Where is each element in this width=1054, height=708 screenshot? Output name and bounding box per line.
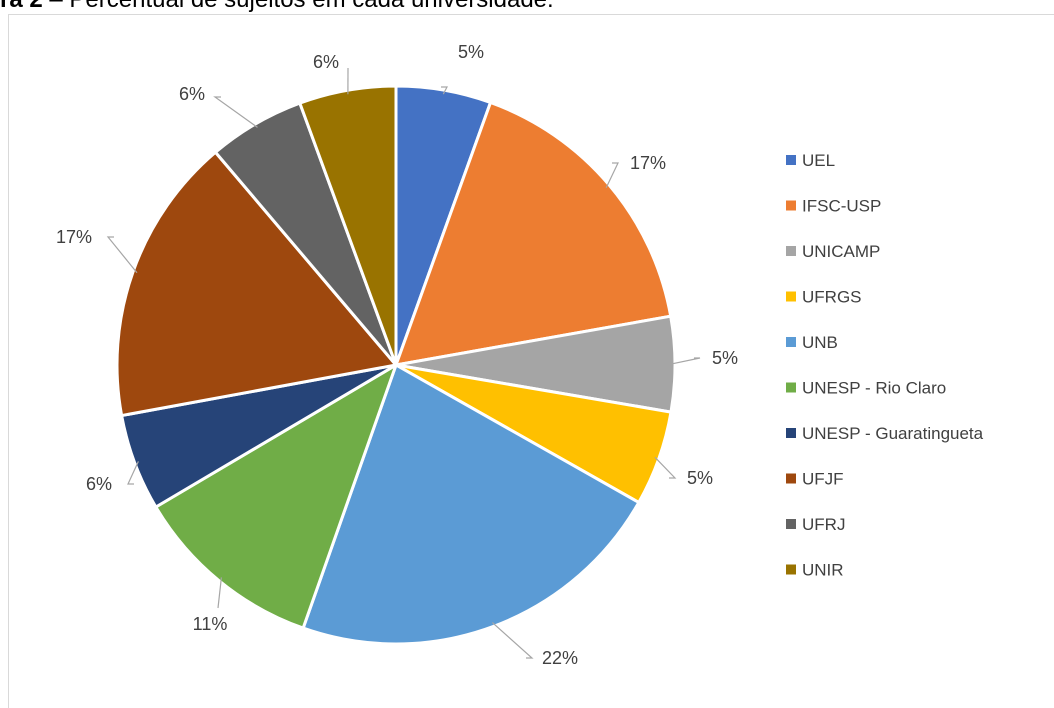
legend-swatch-unb [786,337,796,347]
data-label-unb: 22% [542,648,578,668]
leader-line-ifsc-usp [605,162,619,188]
legend-label-ufjf: UFJF [802,470,844,489]
figure-title-text: Percentual de sujeitos em cada universid… [69,0,553,13]
legend-swatch-ifsc-usp [786,200,796,211]
data-label-unesp-guaratingueta: 6% [86,474,112,494]
leader-line-ufrgs [654,456,677,479]
chart-frame [8,14,1054,708]
legend-label-uel: UEL [802,151,835,170]
leader-line-unesp-rio-claro [217,577,222,609]
data-label-ufjf: 17% [56,227,92,247]
legend-label-ifsc-usp: IFSC-USP [802,197,881,216]
pie-slice-ifsc-usp [394,100,673,367]
legend-swatch-unir [786,564,796,575]
leader-line-unesp-guaratingueta [127,461,139,485]
pie-slice-unir [298,84,398,367]
data-label-ufrj: 6% [179,84,205,104]
figure-title: ra 2 – Percentual de sujeitos em cada un… [0,0,554,16]
legend-label-unesp-rio-claro: UNESP - Rio Claro [802,379,946,398]
leader-line-uel [441,86,448,95]
legend-swatch-ufjf [786,473,796,484]
leader-line-ufjf [106,236,138,274]
figure-title-prefix: ra 2 [0,0,43,13]
data-label-unir: 6% [313,52,339,72]
pie-slice-ufjf [115,150,398,418]
leader-lines [106,67,701,659]
legend-label-unesp-guaratingueta: UNESP - Guaratingueta [802,424,984,443]
data-label-unesp-rio-claro: 11% [193,614,228,634]
pie-slice-unb [301,363,641,646]
data-label-uel: 5% [458,42,484,62]
pie-slices [115,84,677,646]
legend-swatch-unesp-rio-claro [786,382,796,393]
legend-swatch-ufrj [786,519,796,529]
leader-line-unb [492,622,534,659]
legend-label-ufrgs: UFRGS [802,288,862,307]
legend-label-unicamp: UNICAMP [802,242,880,261]
legend-label-unb: UNB [802,333,838,352]
legend-swatch-ufrgs [786,291,796,302]
pie-slice-unesp-rio-claro [154,363,398,630]
data-label-ufrgs: 5% [687,468,713,488]
legend-swatch-unesp-guaratingueta [786,428,796,438]
leader-line-ufrj [213,96,258,128]
legend: UEL IFSC-USP UNICAMP UFRGS UNB UNESP - Rio Cl… [786,151,984,580]
legend-label-ufrj: UFRJ [802,515,845,534]
data-labels: 5% 17% 5% 5% 22% 11% 6% 17% 6% 6% [56,42,738,668]
figure-title-separator: – [49,0,62,13]
data-label-ifsc-usp: 17% [630,153,666,173]
legend-swatch-unicamp [786,246,796,256]
legend-swatch-uel [786,155,796,165]
data-label-unicamp: 5% [712,348,738,368]
legend-label-unir: UNIR [802,561,844,580]
leader-line-unicamp [670,357,701,365]
